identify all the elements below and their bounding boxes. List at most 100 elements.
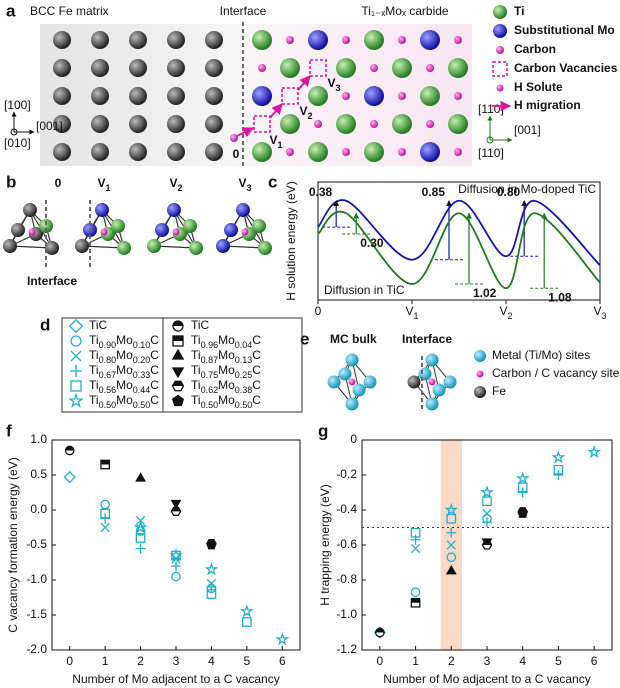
- subscript: 0.62: [201, 385, 219, 395]
- element-symbol: C: [252, 333, 261, 347]
- legend-marker: [68, 318, 84, 334]
- element-symbol: Ti: [191, 393, 201, 407]
- y-tick-label: 0.5: [30, 467, 47, 481]
- barrier-label: 0.80: [497, 185, 521, 199]
- carbon-atom: [258, 64, 266, 72]
- site-label: V2: [169, 176, 182, 193]
- marker-shape: [551, 450, 566, 464]
- data-point: [170, 506, 182, 517]
- data-point: [170, 560, 182, 572]
- ti-atom: [364, 30, 384, 50]
- x-tick-label: 5: [555, 654, 562, 668]
- legend-marker: [172, 320, 184, 332]
- subscript: 0.44: [133, 385, 151, 395]
- cluster-atom: [425, 353, 439, 367]
- element-symbol: Mo: [116, 393, 133, 407]
- site-label: V2: [299, 104, 312, 121]
- ti-atom: [420, 86, 440, 106]
- axis-label: [001]: [36, 119, 63, 133]
- element-symbol: Mo: [218, 333, 235, 347]
- element-symbol: V: [405, 304, 413, 318]
- marker-shape: [100, 508, 110, 519]
- subscript: 2: [508, 311, 513, 321]
- y-tick-label: -0.8: [336, 572, 357, 586]
- marker-fill: [375, 628, 385, 633]
- data-point: [170, 499, 182, 510]
- fe-atom: [167, 59, 185, 77]
- marker-shape: [100, 513, 111, 524]
- marker-shape: [480, 485, 494, 499]
- legend-label: Fe: [492, 384, 506, 398]
- legend-label: Carbon Vacancies: [514, 61, 618, 75]
- subscript: 0.56: [99, 385, 117, 395]
- marker-shape: [169, 548, 183, 562]
- data-point: [135, 526, 146, 536]
- cluster-atom: [418, 367, 432, 381]
- subscript: 2: [178, 183, 183, 193]
- data-point: [100, 508, 110, 519]
- carbon-vacancy: [253, 115, 271, 133]
- y-axis-label: H trapping energy (eV): [318, 484, 332, 605]
- data-point: [515, 471, 530, 485]
- legend-mo: [493, 24, 507, 38]
- legend-label: Metal (Ti/Mo) sites: [492, 348, 590, 362]
- legend-label: TiC: [89, 318, 108, 332]
- cluster-atom: [23, 203, 37, 217]
- cluster-atom: [45, 241, 59, 255]
- barrier-label: 0.38: [309, 185, 333, 199]
- axis-label: [110]: [478, 146, 504, 160]
- marker-shape: [517, 508, 528, 518]
- marker-fill: [173, 336, 183, 341]
- legend-marker: [171, 367, 185, 379]
- axis-dot: [486, 136, 494, 144]
- x-tick-label: 6: [279, 654, 286, 668]
- legend-label: Carbon / C vacancy site: [492, 366, 620, 380]
- cluster-atom: [224, 223, 238, 237]
- element-symbol: Ti: [191, 363, 201, 377]
- data-point: [100, 499, 110, 510]
- cluster-atom: [363, 375, 377, 389]
- marker-shape: [410, 587, 421, 598]
- header: MC bulk: [330, 332, 377, 346]
- element-symbol: Ti: [191, 333, 201, 347]
- legend-marker: [172, 335, 184, 347]
- cluster-atom: [252, 219, 266, 233]
- y-axis-label: H solution energy (eV): [284, 181, 298, 300]
- element-symbol: Mo: [218, 393, 235, 407]
- data-point: [446, 527, 457, 538]
- fe-atom: [91, 31, 109, 49]
- x-tick-label: V1: [405, 304, 418, 321]
- fe-atom: [129, 31, 147, 49]
- site-label: V3: [238, 176, 251, 193]
- marker-shape: [445, 564, 457, 575]
- carbon-atom: [426, 64, 434, 72]
- data-point: [64, 445, 75, 456]
- cluster-h: [28, 228, 36, 236]
- legend-carbon: [496, 46, 504, 54]
- fe-atom: [167, 31, 185, 49]
- y-tick-label: -1.5: [26, 607, 47, 621]
- data-point: [410, 534, 421, 545]
- h-migration-arrow: [236, 127, 254, 138]
- x-tick-label: 5: [244, 654, 251, 668]
- y-tick-label: -0.4: [336, 502, 357, 516]
- data-point: [444, 502, 459, 516]
- cluster-atom: [407, 375, 421, 389]
- data-point: [587, 445, 602, 459]
- fe-atom: [129, 143, 147, 161]
- subscript: 0.75: [201, 370, 219, 380]
- header: Interface: [402, 332, 452, 346]
- data-point: [100, 522, 110, 533]
- element-symbol: V: [593, 304, 601, 318]
- panel-label: a: [6, 1, 16, 20]
- marker-fill: [411, 598, 420, 603]
- marker-fill: [173, 321, 183, 326]
- fe-atom: [205, 31, 223, 49]
- data-point: [410, 543, 421, 554]
- x-tick-label: 1: [412, 654, 419, 668]
- fe-atom: [91, 59, 109, 77]
- carbon-atom: [342, 148, 350, 156]
- panel-label: g: [318, 421, 328, 440]
- y-tick-label: 0.0: [30, 502, 47, 516]
- ti-atom: [448, 58, 468, 78]
